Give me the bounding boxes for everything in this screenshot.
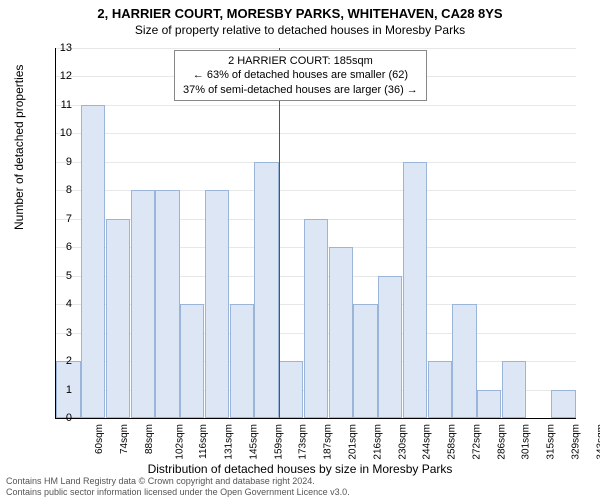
y-tick-label: 8 — [52, 184, 72, 196]
bar — [279, 361, 303, 418]
chart-container: 2, HARRIER COURT, MORESBY PARKS, WHITEHA… — [0, 0, 600, 500]
y-tick-label: 1 — [52, 384, 72, 396]
bar — [502, 361, 526, 418]
x-tick-label: 74sqm — [119, 424, 130, 454]
bar — [477, 390, 501, 418]
bar — [452, 304, 476, 418]
gridline — [56, 133, 576, 134]
bar — [155, 190, 179, 418]
bar — [106, 219, 130, 418]
bar — [254, 162, 278, 418]
y-tick-label: 9 — [52, 156, 72, 168]
gridline — [56, 162, 576, 163]
x-tick-label: 173sqm — [298, 424, 309, 460]
x-tick-label: 201sqm — [348, 424, 359, 460]
bar — [428, 361, 452, 418]
x-tick-label: 244sqm — [422, 424, 433, 460]
y-tick-label: 4 — [52, 298, 72, 310]
x-tick-label: 258sqm — [447, 424, 458, 460]
footer-line: Contains public sector information licen… — [6, 487, 350, 498]
bar — [304, 219, 328, 418]
info-box-line: ← 63% of detached houses are smaller (62… — [183, 68, 418, 82]
y-tick-label: 7 — [52, 213, 72, 225]
y-axis-label: Number of detached properties — [12, 65, 26, 230]
bar — [180, 304, 204, 418]
info-box-line: 2 HARRIER COURT: 185sqm — [183, 54, 418, 68]
bar — [378, 276, 402, 418]
marker-line — [279, 48, 280, 418]
x-tick-label: 102sqm — [174, 424, 185, 460]
x-tick-label: 343sqm — [595, 424, 600, 460]
y-tick-label: 6 — [52, 241, 72, 253]
y-tick-label: 2 — [52, 355, 72, 367]
x-tick-label: 230sqm — [397, 424, 408, 460]
y-tick-label: 3 — [52, 327, 72, 339]
bar — [329, 247, 353, 418]
x-tick-label: 315sqm — [546, 424, 557, 460]
x-tick-label: 116sqm — [198, 424, 209, 459]
y-tick-label: 0 — [52, 412, 72, 424]
x-axis-label: Distribution of detached houses by size … — [0, 462, 600, 476]
info-box: 2 HARRIER COURT: 185sqm← 63% of detached… — [174, 50, 427, 101]
x-tick-label: 272sqm — [471, 424, 482, 460]
y-tick-label: 5 — [52, 270, 72, 282]
x-tick-label: 329sqm — [570, 424, 581, 460]
plot-area: 2 HARRIER COURT: 185sqm← 63% of detached… — [55, 48, 576, 419]
bar — [205, 190, 229, 418]
bar — [230, 304, 254, 418]
bar — [81, 105, 105, 418]
bar — [551, 390, 575, 418]
x-tick-label: 216sqm — [372, 424, 383, 460]
x-tick-label: 159sqm — [273, 424, 284, 460]
bar — [353, 304, 377, 418]
x-tick-label: 60sqm — [94, 424, 105, 454]
y-tick-label: 12 — [52, 70, 72, 82]
footer-line: Contains HM Land Registry data © Crown c… — [6, 476, 350, 487]
gridline — [56, 105, 576, 106]
footer-text: Contains HM Land Registry data © Crown c… — [6, 476, 350, 498]
y-tick-label: 10 — [52, 127, 72, 139]
x-tick-label: 88sqm — [144, 424, 155, 454]
info-box-line: 37% of semi-detached houses are larger (… — [183, 83, 418, 97]
x-tick-label: 131sqm — [224, 424, 235, 460]
x-tick-label: 145sqm — [249, 424, 260, 460]
chart-subtitle: Size of property relative to detached ho… — [0, 21, 600, 41]
bar — [131, 190, 155, 418]
gridline — [56, 48, 576, 49]
y-tick-label: 13 — [52, 42, 72, 54]
x-tick-label: 301sqm — [521, 424, 532, 460]
chart-title: 2, HARRIER COURT, MORESBY PARKS, WHITEHA… — [0, 0, 600, 21]
x-tick-label: 286sqm — [496, 424, 507, 460]
y-tick-label: 11 — [52, 99, 72, 111]
bar — [403, 162, 427, 418]
x-tick-label: 187sqm — [323, 424, 334, 460]
